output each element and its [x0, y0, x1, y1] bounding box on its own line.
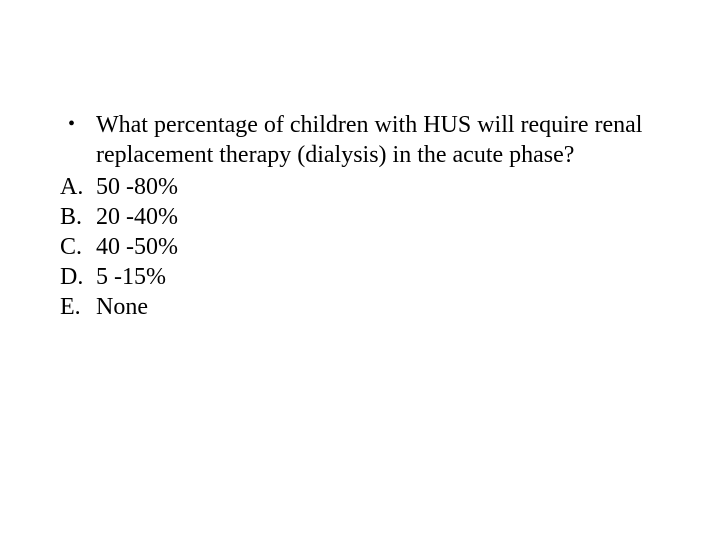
- option-text: 40 -50%: [96, 232, 660, 262]
- option-text: 5 -15%: [96, 262, 660, 292]
- option-label: E.: [60, 292, 96, 322]
- option-label: A.: [60, 172, 96, 202]
- bullet-glyph: •: [60, 110, 96, 139]
- option-text: 50 -80%: [96, 172, 660, 202]
- option-row: D. 5 -15%: [60, 262, 660, 292]
- option-row: C. 40 -50%: [60, 232, 660, 262]
- slide: • What percentage of children with HUS w…: [0, 0, 720, 540]
- option-row: B. 20 -40%: [60, 202, 660, 232]
- option-text: None: [96, 292, 660, 322]
- option-text: 20 -40%: [96, 202, 660, 232]
- option-row: E. None: [60, 292, 660, 322]
- option-label: B.: [60, 202, 96, 232]
- option-label: C.: [60, 232, 96, 262]
- options-list: A. 50 -80% B. 20 -40% C. 40 -50% D. 5 -1…: [60, 172, 660, 322]
- question-row: • What percentage of children with HUS w…: [60, 110, 660, 170]
- option-row: A. 50 -80%: [60, 172, 660, 202]
- option-label: D.: [60, 262, 96, 292]
- question-text: What percentage of children with HUS wil…: [96, 110, 660, 170]
